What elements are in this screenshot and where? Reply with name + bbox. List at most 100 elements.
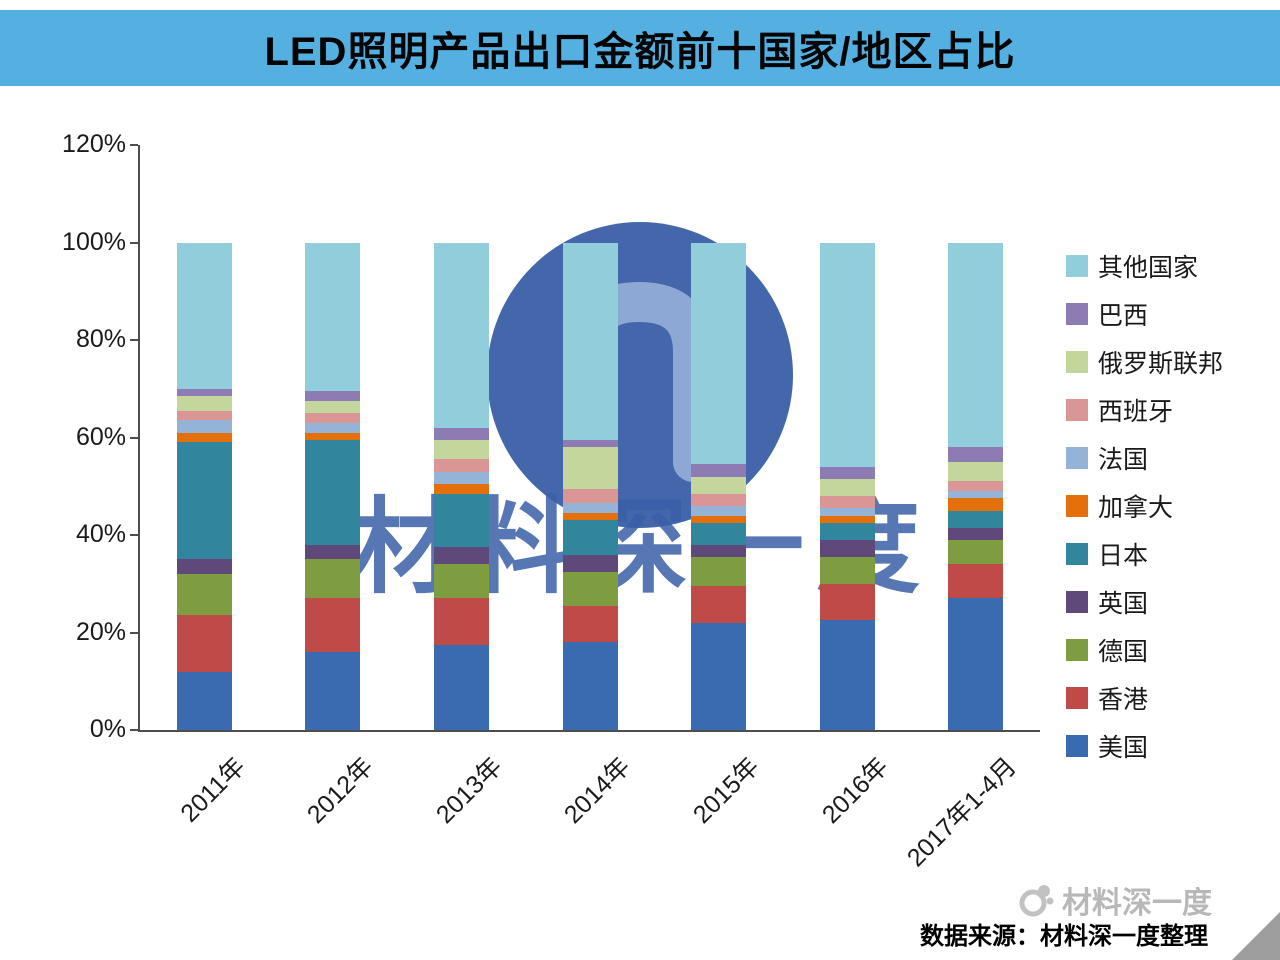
bar-segment-加拿大: [691, 515, 747, 523]
bar-segment-德国: [819, 556, 875, 584]
legend-label: 日本: [1098, 542, 1149, 570]
bar-segment-俄罗斯联邦: [176, 396, 232, 411]
y-tick-label: 40%: [75, 520, 126, 548]
bar-segment-香港: [176, 615, 232, 672]
bar-segment-德国: [562, 571, 618, 606]
bar-segment-香港: [691, 586, 747, 623]
x-tick-label-2014年: 2014年: [559, 752, 637, 830]
y-tick-label: 0%: [89, 715, 126, 743]
bar-segment-法国: [948, 491, 1004, 499]
y-tick-mark: [130, 631, 138, 634]
bar-segment-西班牙: [562, 488, 618, 504]
bar-segment-巴西: [562, 439, 618, 448]
legend-item-英国: 英国: [1066, 584, 1148, 620]
bar-segment-日本: [176, 442, 232, 560]
bar-segment-巴西: [819, 466, 875, 479]
legend-swatch: [1066, 639, 1088, 661]
bar-segment-西班牙: [948, 481, 1004, 492]
x-tick-label-2016年: 2016年: [816, 752, 894, 830]
bar-segment-西班牙: [819, 496, 875, 509]
legend-item-法国: 法国: [1066, 440, 1148, 476]
y-tick-label: 120%: [62, 130, 126, 158]
bar-2017年1-4月: [948, 242, 1004, 730]
legend-label: 俄罗斯联邦: [1098, 350, 1224, 378]
data-source: 数据来源：材料深一度整理: [920, 923, 1208, 950]
bar-segment-其他国家: [562, 242, 618, 440]
bar-segment-英国: [819, 539, 875, 557]
bar-2016年: [819, 242, 875, 730]
bar-segment-俄罗斯联邦: [562, 447, 618, 489]
bar-2012年: [305, 242, 361, 730]
y-axis: [138, 145, 140, 730]
bar-segment-法国: [691, 505, 747, 516]
bar-segment-英国: [305, 544, 361, 560]
legend-swatch: [1066, 687, 1088, 709]
x-tick-label-2013年: 2013年: [430, 752, 508, 830]
y-tick-label: 20%: [75, 617, 126, 646]
bar-segment-加拿大: [305, 432, 361, 440]
y-tick-label: 100%: [62, 227, 126, 256]
legend-swatch: [1066, 303, 1088, 325]
bar-segment-法国: [176, 420, 232, 433]
bar-2013年: [433, 242, 489, 730]
bar-segment-加拿大: [948, 498, 1004, 511]
y-tick-mark: [130, 241, 138, 244]
bar-segment-美国: [819, 620, 875, 730]
bar-segment-英国: [433, 547, 489, 565]
legend-item-巴西: 巴西: [1066, 296, 1148, 332]
bar-segment-德国: [691, 556, 747, 587]
bar-segment-俄罗斯联邦: [433, 439, 489, 460]
bar-segment-香港: [562, 605, 618, 643]
bar-segment-巴西: [691, 464, 747, 477]
bar-segment-日本: [433, 493, 489, 548]
bar-segment-俄罗斯联邦: [691, 476, 747, 494]
bar-segment-加拿大: [176, 432, 232, 443]
x-tick-label-2012年: 2012年: [302, 752, 379, 830]
y-tick-mark: [130, 339, 138, 341]
x-tick-label-2015年: 2015年: [687, 752, 765, 830]
legend-label: 香港: [1098, 686, 1149, 714]
brand-circles-icon: [1019, 885, 1054, 917]
legend-label: 美国: [1098, 734, 1149, 762]
bar-segment-其他国家: [819, 242, 875, 467]
bar-segment-法国: [562, 503, 618, 514]
legend-swatch: [1066, 495, 1088, 517]
bar-segment-巴西: [948, 447, 1004, 462]
bar-2014年: [562, 242, 618, 730]
bar-segment-美国: [948, 598, 1004, 730]
legend-item-德国: 德国: [1066, 632, 1148, 668]
bar-segment-英国: [562, 554, 618, 572]
legend-label: 英国: [1098, 590, 1149, 618]
y-tick-label: 80%: [75, 325, 126, 353]
x-axis: [138, 730, 1040, 732]
legend-label: 德国: [1098, 638, 1149, 666]
bar-segment-巴西: [305, 391, 361, 401]
chart-title: LED照明产品出口金额前十国家/地区占比: [264, 30, 1016, 74]
bar-segment-其他国家: [948, 242, 1004, 448]
bar-segment-日本: [948, 510, 1004, 528]
legend-item-西班牙: 西班牙: [1066, 392, 1173, 428]
bar-segment-英国: [691, 544, 747, 557]
legend-swatch: [1066, 399, 1088, 421]
bar-segment-西班牙: [433, 459, 489, 472]
y-tick-mark: [130, 729, 138, 731]
legend-item-美国: 美国: [1066, 728, 1148, 764]
legend-label: 加拿大: [1098, 494, 1174, 522]
legend-swatch: [1066, 543, 1088, 565]
bar-segment-巴西: [433, 427, 489, 440]
title-banner: LED照明产品出口金额前十国家/地区占比: [0, 10, 1280, 86]
legend-swatch: [1066, 591, 1088, 613]
y-tick-label: 60%: [75, 422, 126, 451]
bar-segment-美国: [691, 622, 747, 730]
legend-item-其他国家: 其他国家: [1066, 248, 1198, 284]
bar-segment-西班牙: [176, 410, 232, 421]
bar-2011年: [176, 242, 232, 730]
y-tick-mark: [130, 144, 138, 146]
legend-swatch: [1066, 255, 1088, 277]
legend-item-俄罗斯联邦: 俄罗斯联邦: [1066, 344, 1223, 380]
bar-segment-俄罗斯联邦: [819, 478, 875, 496]
bar-segment-其他国家: [305, 242, 361, 392]
x-tick-label-2017年1-4月: 2017年1-4月: [901, 752, 1022, 873]
bar-segment-香港: [433, 598, 489, 645]
bar-segment-加拿大: [819, 515, 875, 523]
